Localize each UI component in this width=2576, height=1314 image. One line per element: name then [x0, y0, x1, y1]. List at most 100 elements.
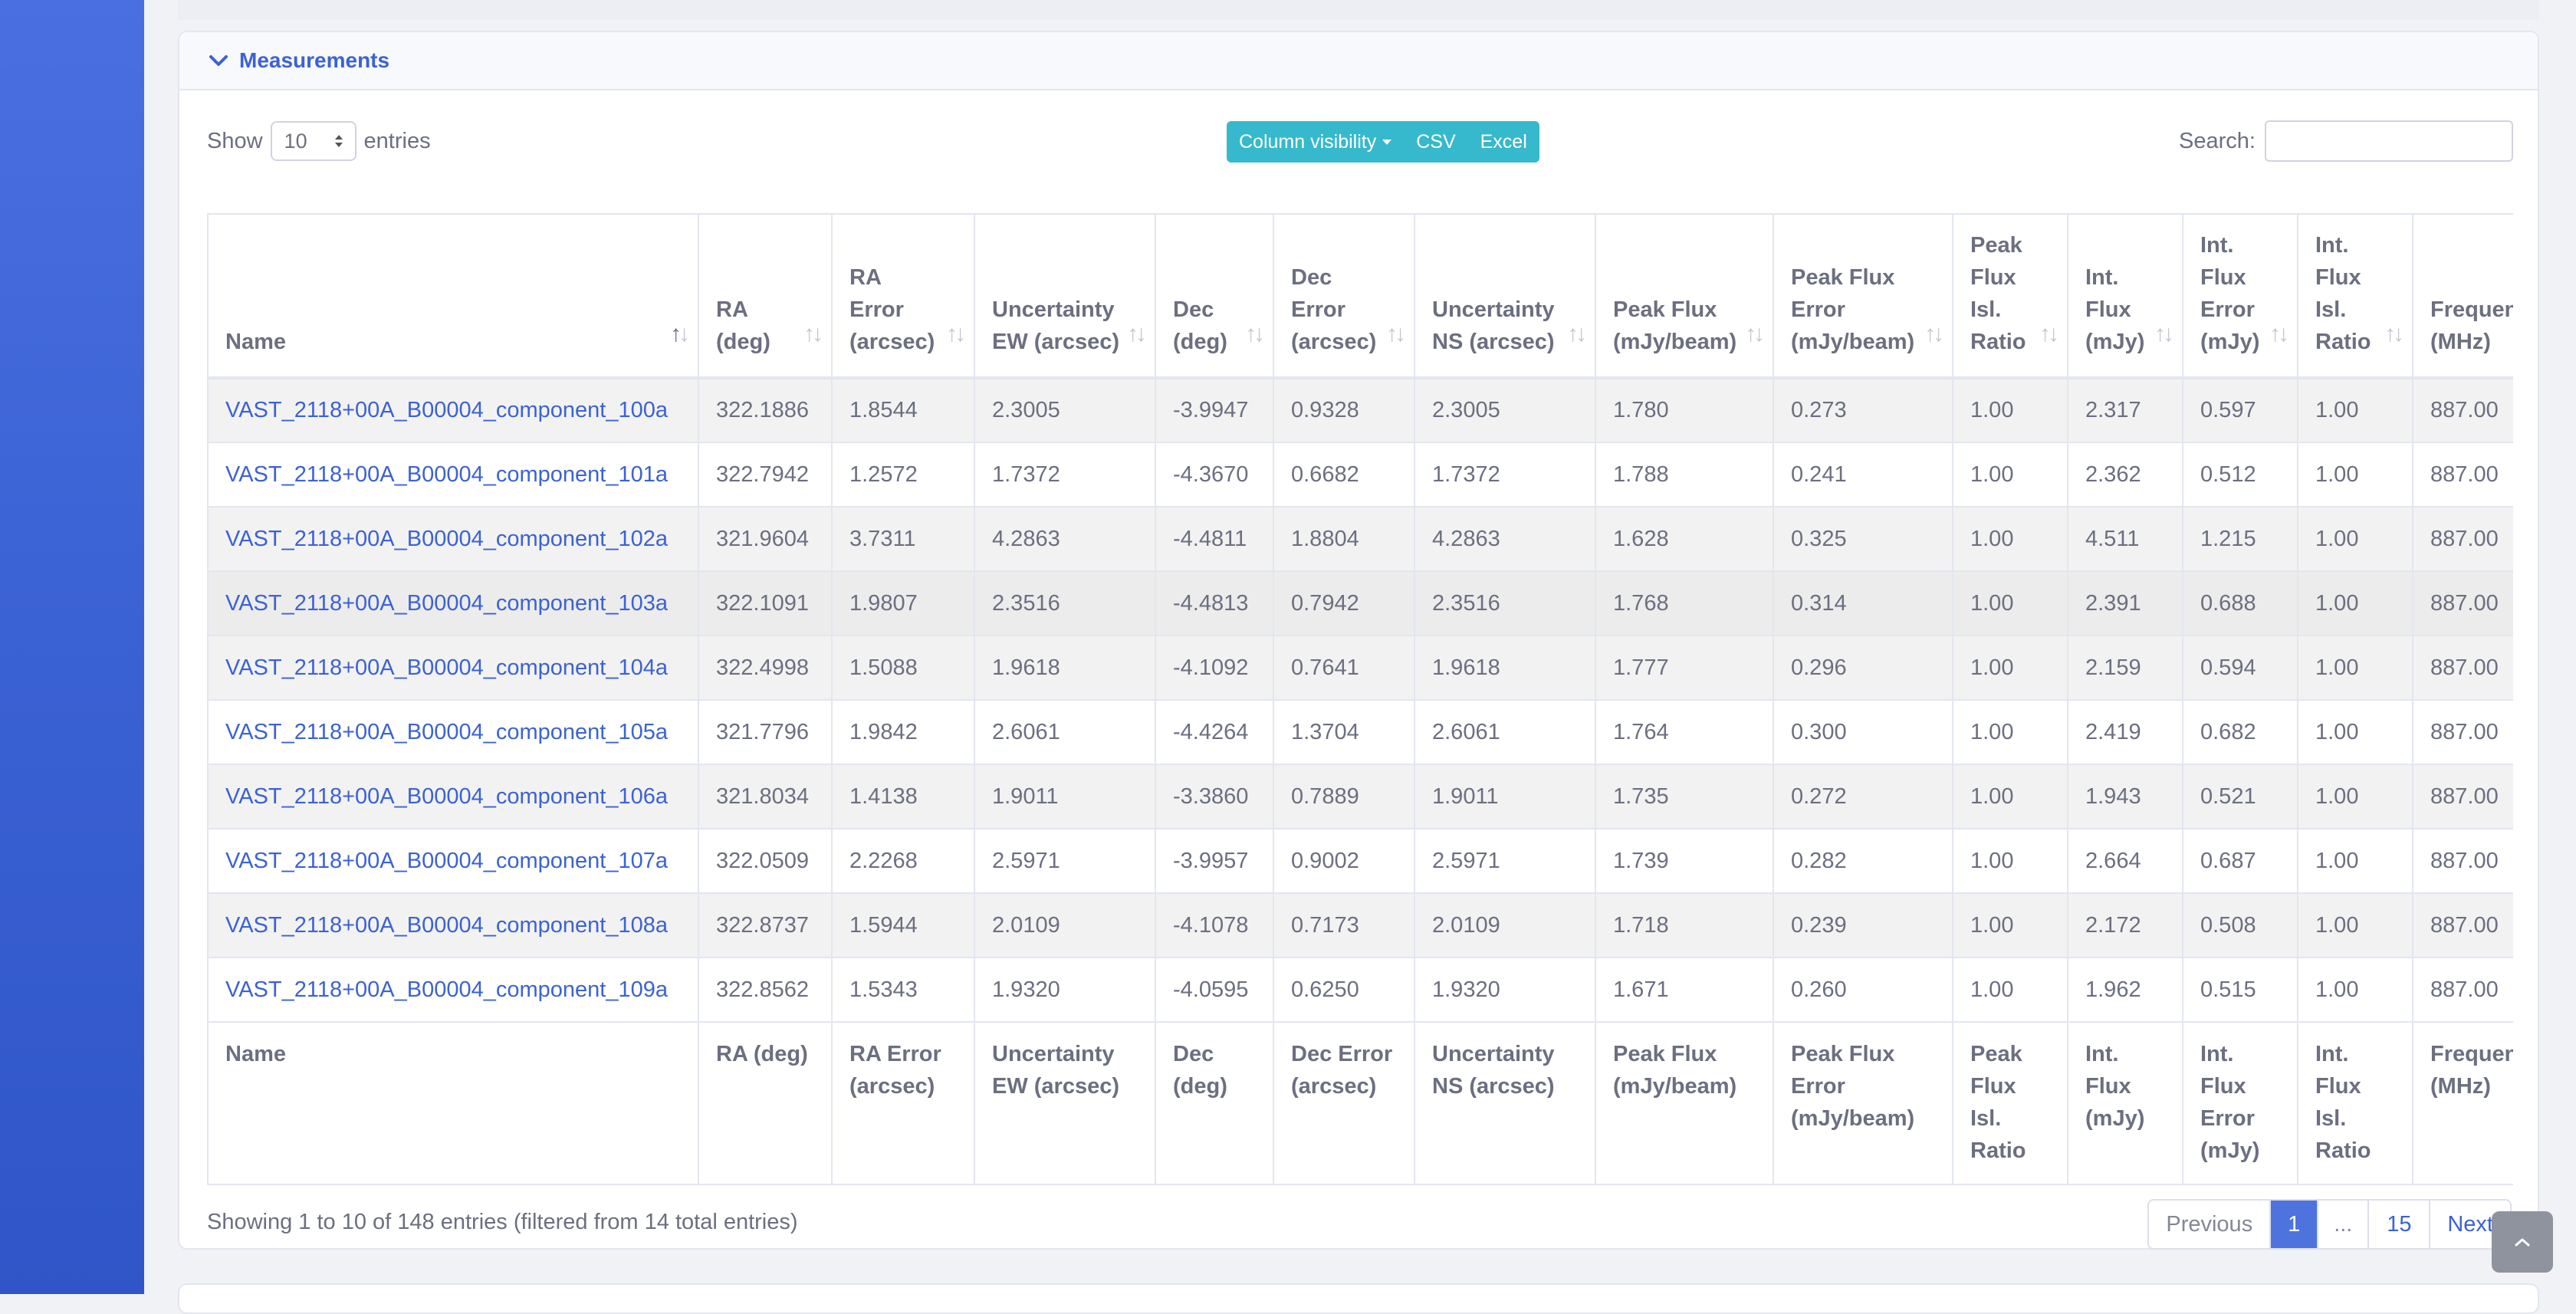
column-header-name[interactable]: Name ↑↓ [207, 213, 699, 379]
measurements-card-header[interactable]: Measurements [179, 32, 2538, 90]
table-cell-peak-flux-mjy-beam: 1.788 [1595, 442, 1774, 508]
measurement-name-link[interactable]: VAST_2118+00A_B00004_component_105a [225, 719, 668, 744]
table-cell-ra-error-arcsec: 1.9842 [831, 699, 975, 765]
page-15-button[interactable]: 15 [2367, 1201, 2430, 1248]
table-cell-uncertainty-ew-arcsec: 2.6061 [974, 699, 1156, 765]
table-cell-ra-deg: 322.4998 [698, 635, 833, 701]
table-cell-peak-flux-mjy-beam: 1.780 [1595, 377, 1774, 443]
measurement-name-link[interactable]: VAST_2118+00A_B00004_component_106a [225, 783, 668, 809]
table-cell-ra-deg: 322.0509 [698, 828, 833, 894]
table-cell-int-flux-mjy: 2.172 [2067, 892, 2183, 958]
sidebar [0, 0, 144, 1294]
column-header-dec-error-arcsec[interactable]: Dec Error (arcsec) ↑↓ [1273, 213, 1415, 379]
sort-icon: ↑↓ [2384, 321, 2404, 347]
table-cell-dec-error-arcsec: 0.6682 [1273, 442, 1415, 508]
table-cell-dec-error-arcsec: 0.7889 [1273, 764, 1415, 829]
table-cell-int-flux-isl-ratio: 1.00 [2297, 828, 2413, 894]
search-input[interactable] [2265, 120, 2513, 162]
column-header-uncertainty-ns-arcsec[interactable]: Uncertainty NS (arcsec) ↑↓ [1414, 213, 1596, 379]
column-visibility-button[interactable]: Column visibility [1227, 121, 1404, 163]
chevron-up-icon [2515, 1238, 2530, 1247]
table-cell-peak-flux-error-mjy-beam: 0.241 [1773, 442, 1953, 508]
column-header-peak-flux-error-mjy-beam[interactable]: Peak Flux Error (mJy/beam) ↑↓ [1773, 213, 1953, 379]
table-cell-frequency-mhz: 887.00 [2412, 699, 2513, 765]
pagination: Previous 1 ... 15 Next [2147, 1199, 2512, 1250]
column-header-ra-deg[interactable]: RA (deg) ↑↓ [698, 213, 833, 379]
measurement-name-link[interactable]: VAST_2118+00A_B00004_component_103a [225, 590, 668, 616]
table-cell-int-flux-mjy: 2.664 [2067, 828, 2183, 894]
measurement-name-link[interactable]: VAST_2118+00A_B00004_component_100a [225, 398, 668, 422]
table-cell-name: VAST_2118+00A_B00004_component_103a [207, 570, 699, 636]
table-cell-peak-flux-error-mjy-beam: 0.296 [1773, 635, 1953, 701]
table-row: VAST_2118+00A_B00004_component_105a 321.7… [207, 699, 2513, 765]
table-cell-frequency-mhz: 887.00 [2412, 442, 2513, 508]
scroll-to-top-button[interactable] [2492, 1211, 2553, 1273]
table-cell-dec-error-arcsec: 0.7173 [1273, 892, 1415, 958]
excel-button[interactable]: Excel [1480, 130, 1527, 153]
table-cell-peak-flux-mjy-beam: 1.768 [1595, 570, 1774, 636]
table-row: VAST_2118+00A_B00004_component_101a 322.7… [207, 442, 2513, 508]
table-cell-int-flux-isl-ratio: 1.00 [2297, 699, 2413, 765]
table-cell-uncertainty-ns-arcsec: 1.7372 [1414, 442, 1596, 508]
column-header-label: Peak Flux (mJy/beam) [1613, 297, 1737, 354]
table-cell-frequency-mhz: 887.00 [2412, 506, 2513, 572]
column-header-peak-flux-isl-ratio[interactable]: Peak Flux Isl. Ratio ↑↓ [1952, 213, 2068, 379]
table-cell-int-flux-error-mjy: 0.687 [2182, 828, 2298, 894]
table-cell-name: VAST_2118+00A_B00004_component_102a [207, 506, 699, 572]
table-cell-ra-deg: 321.7796 [698, 699, 833, 765]
table-cell-peak-flux-isl-ratio: 1.00 [1952, 442, 2068, 508]
next-card [178, 1283, 2539, 1314]
table-cell-ra-error-arcsec: 1.5088 [831, 635, 975, 701]
caret-down-icon [1382, 139, 1392, 145]
column-header-frequency-mhz[interactable]: Frequency (MHz)↑↓ [2412, 213, 2513, 379]
table-cell-uncertainty-ew-arcsec: 2.3516 [974, 570, 1156, 636]
column-header-dec-deg[interactable]: Dec (deg) ↑↓ [1155, 213, 1274, 379]
table-cell-int-flux-isl-ratio: 1.00 [2297, 442, 2413, 508]
csv-button[interactable]: CSV [1416, 130, 1456, 153]
column-header-uncertainty-ew-arcsec[interactable]: Uncertainty EW (arcsec) ↑↓ [974, 213, 1156, 379]
column-header-int-flux-error-mjy[interactable]: Int. Flux Error (mJy) ↑↓ [2182, 213, 2298, 379]
measurement-name-link[interactable]: VAST_2118+00A_B00004_component_107a [225, 848, 668, 873]
measurement-name-link[interactable]: VAST_2118+00A_B00004_component_104a [225, 655, 668, 680]
page-1-button[interactable]: 1 [2269, 1201, 2318, 1248]
entries-select-value: 10 [284, 129, 307, 153]
table-row: VAST_2118+00A_B00004_component_103a 322.1… [207, 570, 2513, 636]
table-cell-peak-flux-mjy-beam: 1.671 [1595, 957, 1774, 1023]
sort-icon: ↑↓ [1127, 321, 1147, 347]
previous-page-button[interactable]: Previous [2149, 1201, 2270, 1248]
column-header-peak-flux-mjy-beam[interactable]: Peak Flux (mJy/beam) ↑↓ [1595, 213, 1774, 379]
column-footer-peak-flux-isl-ratio: Peak Flux Isl. Ratio [1952, 1021, 2068, 1185]
column-header-int-flux-mjy[interactable]: Int. Flux (mJy) ↑↓ [2067, 213, 2183, 379]
measurement-name-link[interactable]: VAST_2118+00A_B00004_component_102a [225, 526, 668, 551]
table-cell-peak-flux-isl-ratio: 1.00 [1952, 957, 2068, 1023]
table-cell-int-flux-mjy: 2.159 [2067, 635, 2183, 701]
measurement-name-link[interactable]: VAST_2118+00A_B00004_component_101a [225, 462, 668, 487]
table-cell-uncertainty-ns-arcsec: 2.3516 [1414, 570, 1596, 636]
column-header-ra-error-arcsec[interactable]: RA Error (arcsec) ↑↓ [831, 213, 975, 379]
measurement-name-link[interactable]: VAST_2118+00A_B00004_component_108a [225, 912, 668, 938]
table-cell-dec-deg: -4.4813 [1155, 570, 1274, 636]
table-cell-name: VAST_2118+00A_B00004_component_106a [207, 764, 699, 829]
table-body: VAST_2118+00A_B00004_component_100a 322.1… [207, 377, 2513, 1023]
column-visibility-label: Column visibility [1239, 130, 1377, 153]
table-cell-uncertainty-ew-arcsec: 2.3005 [974, 377, 1156, 443]
sort-icon: ↑↓ [946, 321, 966, 347]
table-cell-int-flux-isl-ratio: 1.00 [2297, 957, 2413, 1023]
table-cell-dec-deg: -4.0595 [1155, 957, 1274, 1023]
card-title: Measurements [239, 48, 390, 72]
table-cell-ra-error-arcsec: 1.2572 [831, 442, 975, 508]
measurement-name-link[interactable]: VAST_2118+00A_B00004_component_109a [225, 977, 668, 1002]
table-cell-ra-deg: 321.8034 [698, 764, 833, 829]
table-cell-dec-deg: -4.1078 [1155, 892, 1274, 958]
table-row: VAST_2118+00A_B00004_component_106a 321.8… [207, 764, 2513, 829]
table-scroll-container[interactable]: Name ↑↓ RA (deg) ↑↓ RA Error (arcsec) ↑↓ Uncer… [207, 213, 2513, 1187]
table-cell-dec-deg: -3.9957 [1155, 828, 1274, 894]
table-cell-ra-deg: 322.1886 [698, 377, 833, 443]
entries-select[interactable]: 10 [270, 121, 356, 161]
table-cell-ra-error-arcsec: 3.7311 [831, 506, 975, 572]
table-cell-uncertainty-ew-arcsec: 1.9320 [974, 957, 1156, 1023]
table-cell-int-flux-isl-ratio: 1.00 [2297, 764, 2413, 829]
sort-icon: ↑↓ [1745, 321, 1765, 347]
table-cell-name: VAST_2118+00A_B00004_component_105a [207, 699, 699, 765]
column-header-int-flux-isl-ratio[interactable]: Int. Flux Isl. Ratio ↑↓ [2297, 213, 2413, 379]
